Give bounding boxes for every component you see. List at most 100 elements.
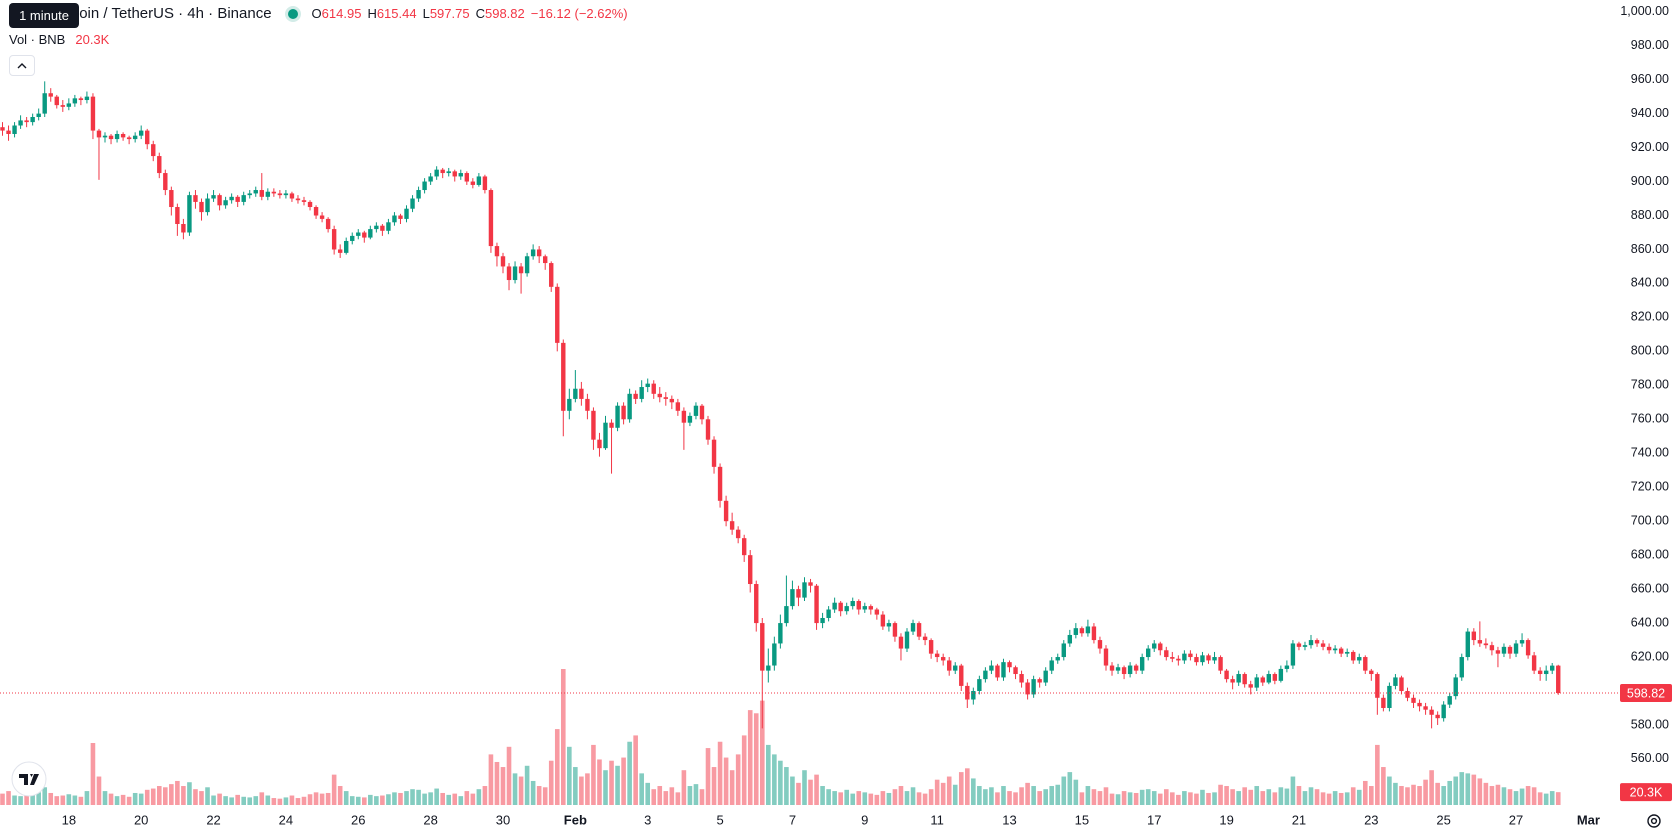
volume-bar [126, 796, 132, 805]
volume-bar [301, 796, 307, 805]
candle-body [669, 398, 675, 403]
logo[interactable] [11, 761, 47, 797]
candle-body [132, 135, 138, 140]
candle-body [693, 405, 699, 416]
volume-bar [1417, 786, 1422, 805]
candle-body [1351, 651, 1356, 661]
candle-body [1495, 650, 1501, 654]
volume-bar [952, 784, 958, 805]
volume-bar [639, 773, 644, 805]
candle-body [1399, 677, 1404, 692]
volume-bar [1453, 776, 1459, 805]
x-tick-label: 22 [206, 812, 220, 827]
volume-bar [72, 795, 78, 805]
candle-body [108, 135, 114, 140]
candle-body [428, 176, 433, 182]
candle-body [506, 266, 512, 281]
candle-body [868, 606, 874, 610]
candle-body [1170, 657, 1175, 659]
candle-body [283, 193, 289, 196]
candle-body [1001, 662, 1006, 678]
candle-body [48, 93, 53, 97]
volume-bar [60, 795, 66, 805]
candle-body [675, 402, 681, 411]
volume-bar [1085, 786, 1091, 805]
candle-body [151, 144, 156, 157]
ohlc-label: O [311, 6, 322, 21]
candle-body [1182, 653, 1187, 661]
candle-body [1055, 657, 1060, 661]
chevron-icon [17, 63, 27, 69]
candle-body [440, 169, 445, 174]
x-tick-label: 27 [1509, 812, 1523, 827]
candle-body [350, 235, 355, 241]
candle-body [271, 191, 277, 194]
volume-bar [1007, 791, 1012, 805]
y-tick-label: 900.00 [1631, 174, 1669, 188]
y-tick-label: 860.00 [1631, 242, 1669, 256]
volume-bar [880, 791, 886, 805]
candle-body [1152, 643, 1157, 649]
volume-bar [1465, 773, 1471, 805]
candle-body [1139, 657, 1145, 671]
candle-body [760, 623, 765, 671]
volume-bar [808, 779, 813, 805]
volume-bar [772, 754, 777, 805]
candle-body [1272, 674, 1278, 681]
volume-bar [1248, 789, 1254, 805]
volume-bar [826, 789, 831, 805]
volume-bar [560, 669, 566, 805]
candle-body [1284, 665, 1290, 669]
volume-bar [1224, 786, 1229, 805]
market-status[interactable] [287, 8, 298, 19]
volume-bar [374, 796, 379, 805]
volume-bar [603, 770, 608, 805]
volume-bar [1507, 789, 1513, 805]
candle-body [561, 342, 566, 411]
candle-body [579, 388, 584, 399]
volume-bar [886, 792, 892, 805]
collapse-button[interactable] [9, 55, 35, 76]
volume-bar [862, 792, 868, 805]
candle-body [211, 195, 216, 199]
candle-body [904, 631, 910, 649]
candle-body [633, 393, 638, 399]
volume-bar [144, 789, 150, 805]
volume-bar [1525, 786, 1531, 805]
volume-bar [422, 793, 427, 805]
candle-body [313, 207, 319, 216]
volume-bar [1537, 792, 1543, 805]
candle-body [995, 665, 1000, 678]
candle-body [422, 181, 427, 191]
candle-body [145, 130, 150, 145]
volume-bar [699, 789, 705, 805]
volume-bar [331, 774, 337, 805]
candle-body [585, 398, 590, 411]
candle-body [1158, 643, 1163, 651]
volume-bar [1200, 789, 1205, 805]
y-tick-label: 760.00 [1631, 412, 1669, 426]
volume-legend: Vol · BNB 20.3K [9, 32, 109, 47]
candle-body [518, 266, 524, 274]
y-tick-label: 920.00 [1631, 140, 1669, 154]
volume-bar [355, 796, 361, 805]
volume-bar [530, 780, 536, 805]
volume-bar [820, 786, 825, 805]
candle-body [802, 582, 807, 598]
volume-bar [1543, 793, 1549, 805]
tooltip: 1 minute [9, 3, 79, 28]
candle-body [72, 98, 78, 104]
candle-body [416, 190, 421, 199]
volume-bar [850, 793, 856, 805]
volume-title[interactable]: Vol · BNB [9, 32, 66, 47]
candle-body [181, 223, 186, 233]
volume-bar [1194, 793, 1199, 805]
candle-body [1013, 667, 1018, 675]
volume-bar [446, 794, 452, 805]
candle-body [766, 665, 771, 671]
settings-button[interactable] [1647, 814, 1661, 828]
candle-body [6, 130, 11, 134]
volume-bar [585, 773, 590, 805]
volume-bar [693, 784, 699, 805]
